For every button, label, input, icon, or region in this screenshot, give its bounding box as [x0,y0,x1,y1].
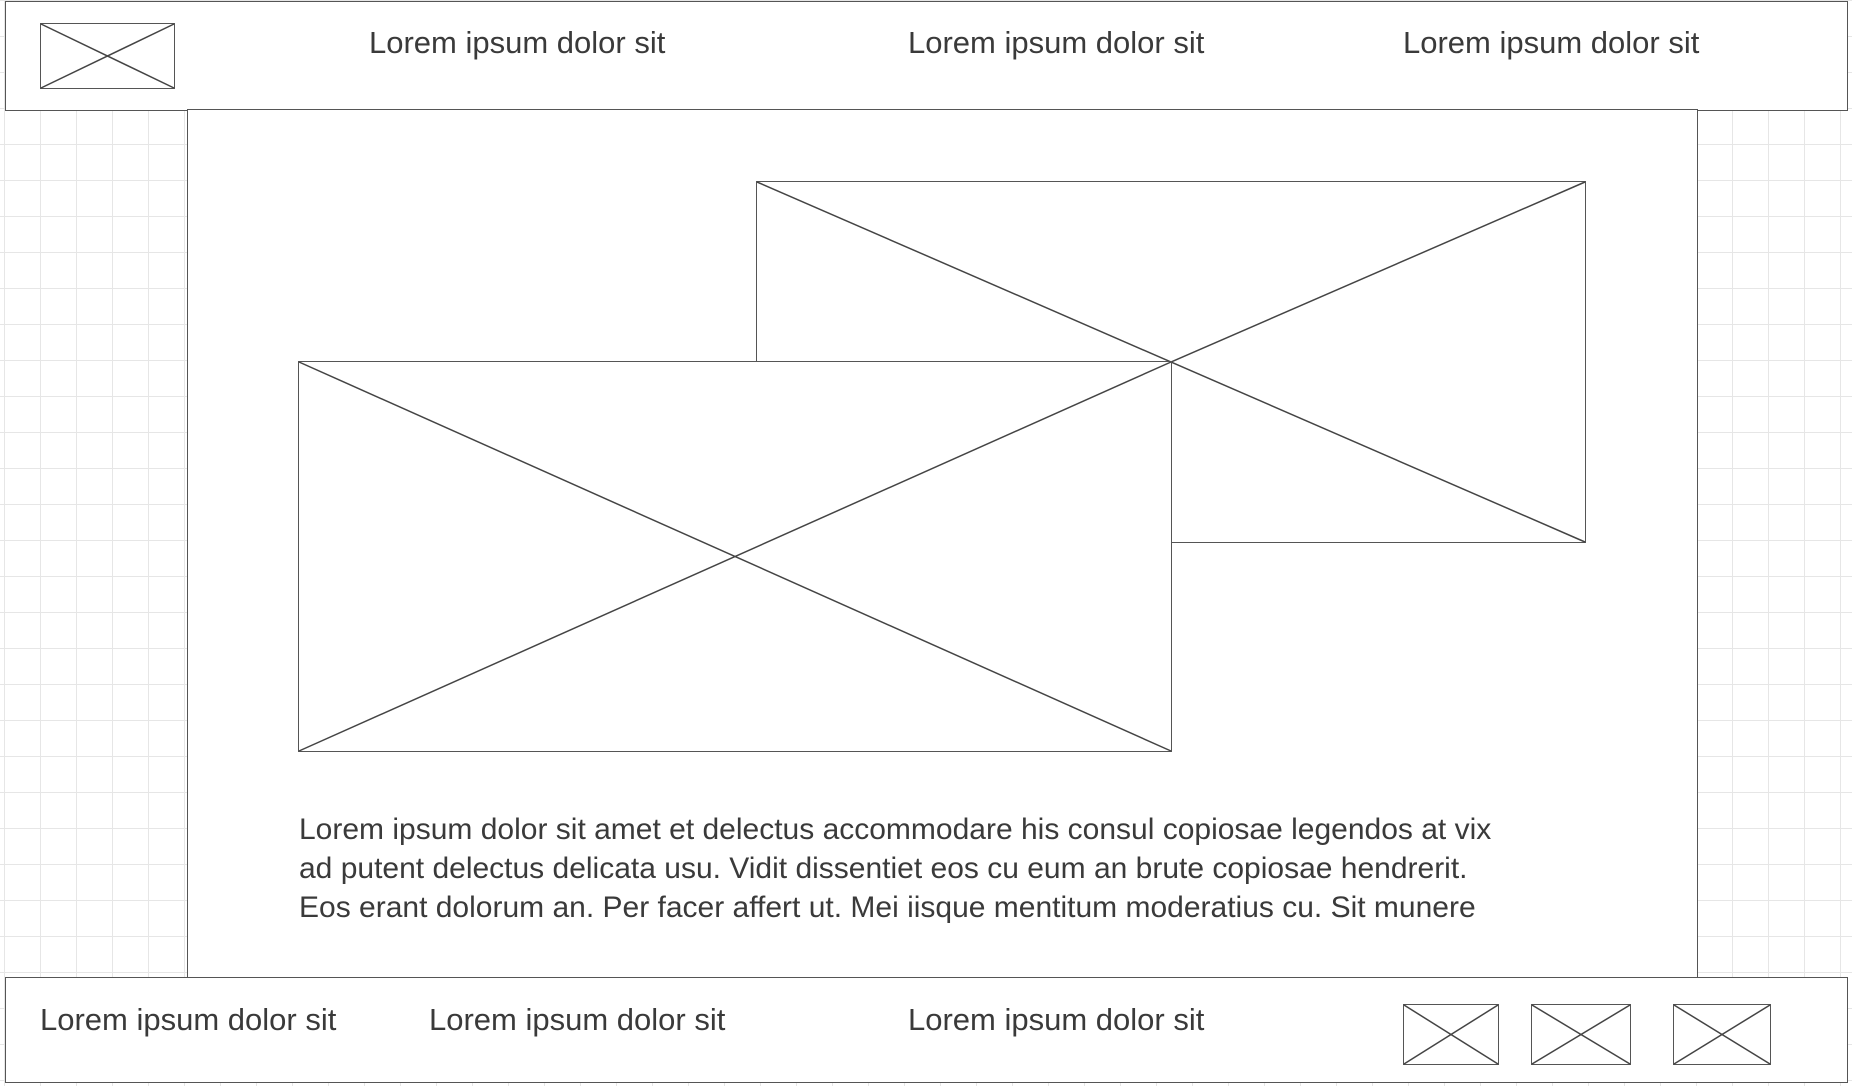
footer-link-3[interactable]: Lorem ipsum dolor sit [908,1002,1205,1037]
image-placeholder-icon [1404,1005,1498,1064]
nav-item-3[interactable]: Lorem ipsum dolor sit [1403,25,1700,60]
image-placeholder-icon [41,24,174,88]
social-icon-placeholder-2[interactable] [1531,1004,1631,1065]
header-bar: Lorem ipsum dolor sit Lorem ipsum dolor … [5,1,1848,111]
hero-image-placeholder-front [298,361,1172,752]
footer-link-1[interactable]: Lorem ipsum dolor sit [40,1002,337,1037]
image-placeholder-icon [1674,1005,1770,1064]
nav-item-2[interactable]: Lorem ipsum dolor sit [908,25,1205,60]
body-paragraph: Lorem ipsum dolor sit amet et delectus a… [299,810,1639,927]
paragraph-line-3: Eos erant dolorum an. Per facer affert u… [299,891,1476,924]
nav-item-1[interactable]: Lorem ipsum dolor sit [369,25,666,60]
social-icon-placeholder-3[interactable] [1673,1004,1771,1065]
logo-image-placeholder[interactable] [40,23,175,89]
paragraph-line-2: ad putent delectus delicata usu. Vidit d… [299,852,1468,885]
paragraph-line-1: Lorem ipsum dolor sit amet et delectus a… [299,813,1492,846]
image-placeholder-icon [1532,1005,1630,1064]
footer-bar: Lorem ipsum dolor sit Lorem ipsum dolor … [5,977,1848,1083]
footer-link-2[interactable]: Lorem ipsum dolor sit [429,1002,726,1037]
social-icon-placeholder-1[interactable] [1403,1004,1499,1065]
image-placeholder-icon [299,362,1171,751]
